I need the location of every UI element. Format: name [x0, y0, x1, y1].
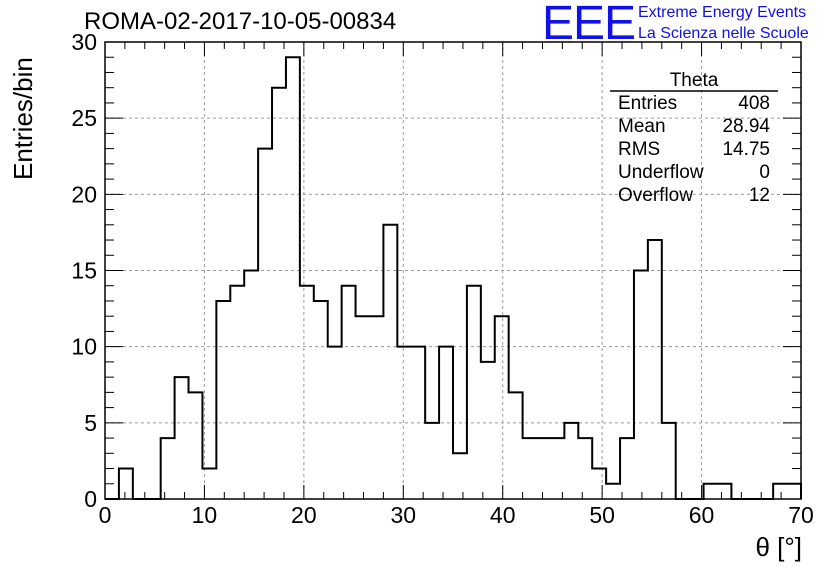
- y-tick-label: 15: [71, 258, 97, 284]
- x-tick-label: 10: [192, 502, 218, 528]
- histogram-series: [105, 56, 802, 500]
- histogram-bin: [397, 347, 411, 499]
- histogram-bin: [244, 271, 258, 500]
- logo-line-1: Extreme Energy Events: [638, 4, 807, 21]
- histogram-bin: [342, 286, 356, 499]
- histogram-bin: [773, 484, 787, 499]
- histogram-bin: [787, 484, 801, 499]
- x-tick-label: 60: [689, 502, 715, 528]
- histogram-bin: [425, 423, 439, 499]
- histogram-bin: [230, 286, 244, 499]
- histogram-bin: [369, 316, 383, 499]
- histogram-bin: [564, 423, 578, 499]
- x-tick-label: 20: [291, 502, 317, 528]
- stats-value: 14.75: [722, 139, 770, 160]
- histogram-bin: [272, 88, 286, 499]
- stats-key: RMS: [618, 139, 661, 160]
- stats-value: 408: [738, 93, 770, 114]
- stats-key: Overflow: [618, 185, 693, 206]
- y-tick-label: 5: [84, 410, 97, 436]
- histogram-bin: [314, 301, 328, 499]
- histogram-bin: [383, 225, 397, 499]
- histogram-bin: [189, 392, 203, 499]
- histogram-bin: [523, 438, 537, 499]
- histogram-bin: [439, 347, 453, 499]
- y-tick-label: 0: [84, 486, 97, 512]
- histogram-bin: [258, 149, 272, 499]
- stats-value: 12: [748, 185, 770, 206]
- x-tick-label: 0: [99, 502, 112, 528]
- histogram-bin: [119, 469, 133, 499]
- stats-box-title: Theta: [669, 70, 719, 91]
- y-tick-label: 10: [71, 334, 97, 360]
- x-tick-label: 40: [490, 502, 516, 528]
- histogram-bin: [578, 438, 592, 499]
- stats-key: Entries: [618, 93, 678, 114]
- histogram-bin: [216, 301, 230, 499]
- histogram-bin: [648, 240, 662, 499]
- y-tick-label: 30: [71, 29, 97, 55]
- histogram-bin: [286, 57, 300, 499]
- histogram-bin: [481, 362, 495, 499]
- histogram-bin: [592, 469, 606, 499]
- histogram-bin: [495, 316, 509, 499]
- histogram-bin: [202, 469, 216, 499]
- histogram-bin: [717, 484, 731, 499]
- y-tick-label: 20: [71, 181, 97, 207]
- histogram-bin: [550, 438, 564, 499]
- histogram-bin: [509, 392, 523, 499]
- stats-value: 28.94: [722, 116, 770, 137]
- histogram-bin: [634, 271, 648, 500]
- x-tick-label: 30: [390, 502, 416, 528]
- x-tick-label: 50: [589, 502, 615, 528]
- histogram-bin: [356, 316, 370, 499]
- y-axis-label: Entries/bin: [8, 57, 38, 180]
- x-tick-label: 70: [788, 502, 814, 528]
- histogram-bin: [662, 423, 676, 499]
- histogram-bin: [411, 347, 425, 499]
- histogram-bin: [620, 438, 634, 499]
- logo-line-2: La Scienza nelle Scuole: [638, 25, 809, 42]
- histogram-bin: [606, 484, 620, 499]
- chart-title: ROMA-02-2017-10-05-00834: [84, 8, 397, 35]
- plot-frame: [104, 41, 802, 500]
- histogram-bin: [175, 377, 189, 499]
- stats-value: 0: [759, 162, 770, 183]
- histogram-bin: [537, 438, 551, 499]
- histogram-bin: [704, 484, 718, 499]
- eee-logo: EEE: [542, 0, 636, 50]
- stats-key: Underflow: [618, 162, 704, 183]
- histogram-bin: [467, 286, 481, 499]
- histogram-bin: [300, 286, 314, 499]
- histogram-bin: [453, 453, 467, 499]
- x-axis-label: θ [°]: [755, 532, 802, 562]
- histogram-bin: [161, 438, 175, 499]
- histogram-bin: [328, 347, 342, 499]
- y-tick-label: 25: [71, 105, 97, 131]
- stats-key: Mean: [618, 116, 666, 137]
